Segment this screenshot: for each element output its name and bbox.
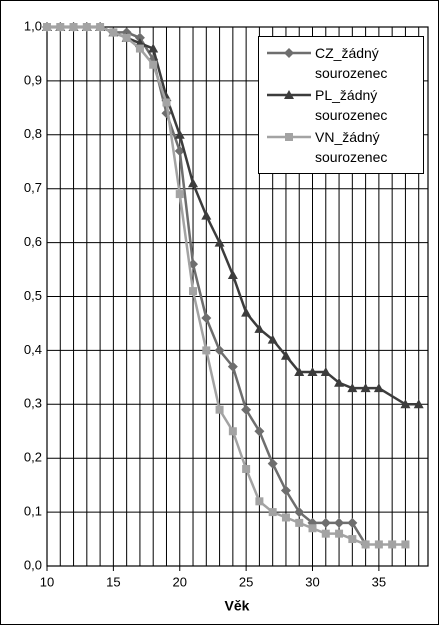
point: [294, 366, 305, 376]
point: [214, 237, 225, 247]
y-tick-label: 0,1: [24, 504, 42, 519]
point: [96, 23, 105, 31]
point: [56, 23, 65, 31]
point: [174, 129, 185, 139]
point: [374, 540, 383, 549]
point: [281, 513, 290, 522]
point: [109, 28, 118, 37]
y-tick-label: 0,2: [24, 450, 42, 465]
point: [400, 399, 411, 409]
point: [254, 323, 265, 333]
point: [295, 518, 304, 527]
point: [307, 366, 318, 376]
point: [227, 361, 238, 372]
x-tick-label: 20: [173, 574, 187, 589]
point: [82, 23, 91, 31]
legend-entry: CZ_žádný sourozenec: [259, 43, 419, 83]
point: [227, 269, 238, 279]
y-tick-label: 0,6: [24, 234, 42, 249]
point: [267, 334, 278, 344]
y-tick-label: 0,5: [24, 288, 42, 303]
x-tick-label: 30: [305, 574, 319, 589]
legend-entry: PL_žádný sourozenec: [259, 85, 419, 125]
point: [308, 524, 317, 533]
point: [242, 464, 251, 473]
x-axis-title: Věk: [225, 598, 250, 614]
point: [373, 383, 384, 393]
y-tick-label: 0,0: [24, 557, 42, 572]
legend: CZ_žádný sourozenec PL_žádný sourozenec VN…: [258, 36, 424, 174]
point: [413, 399, 424, 409]
point: [134, 32, 145, 43]
x-tick-label: 35: [372, 574, 386, 589]
point: [162, 98, 171, 107]
point: [228, 427, 237, 436]
legend-label: PL_žádný sourozenec: [315, 87, 388, 123]
legend-marker: [284, 48, 294, 58]
point: [347, 383, 358, 393]
point: [388, 540, 397, 549]
y-tick-label: 1,0: [24, 18, 42, 33]
legend-swatch: [267, 90, 311, 99]
point: [361, 540, 370, 549]
point: [347, 517, 358, 528]
legend-swatch: [267, 133, 311, 141]
point: [401, 540, 410, 549]
point: [215, 405, 224, 414]
point: [43, 23, 51, 31]
point: [280, 485, 291, 496]
point: [189, 287, 198, 296]
point: [241, 404, 252, 415]
point: [188, 178, 199, 188]
x-tick-label: 25: [239, 574, 253, 589]
series-line: [47, 25, 406, 546]
point: [360, 383, 371, 393]
legend-label: VN_žádný sourozenec: [315, 129, 388, 165]
legend-marker: [285, 133, 293, 141]
legend-swatch: [267, 48, 311, 58]
point: [320, 366, 331, 376]
point: [69, 23, 78, 31]
y-tick-label: 0,7: [24, 180, 42, 195]
point: [320, 517, 331, 528]
point: [122, 33, 131, 42]
plot-border: [46, 26, 429, 567]
y-tick-label: 0,4: [24, 342, 42, 357]
legend-entry: VN_žádný sourozenec: [259, 127, 419, 167]
point: [255, 497, 264, 506]
point: [335, 529, 344, 538]
y-tick-label: 0,9: [24, 72, 42, 87]
point: [254, 426, 265, 437]
point: [201, 313, 212, 324]
y-tick-label: 0,3: [24, 396, 42, 411]
point: [201, 210, 212, 220]
point: [348, 535, 357, 544]
point: [149, 60, 158, 69]
point: [241, 307, 252, 317]
point: [202, 346, 211, 355]
point: [267, 458, 278, 469]
point: [321, 529, 330, 538]
point: [334, 377, 345, 387]
legend-label: CZ_žádný sourozenec: [315, 45, 388, 81]
point: [268, 508, 277, 517]
point: [280, 350, 291, 360]
x-tick-label: 10: [40, 574, 54, 589]
point: [135, 44, 144, 53]
point: [294, 507, 305, 518]
legend-marker: [284, 90, 294, 99]
y-tick-label: 0,8: [24, 126, 42, 141]
point: [175, 190, 184, 199]
x-tick-label: 15: [106, 574, 120, 589]
point: [148, 43, 159, 53]
point: [214, 345, 225, 356]
point: [334, 517, 345, 528]
